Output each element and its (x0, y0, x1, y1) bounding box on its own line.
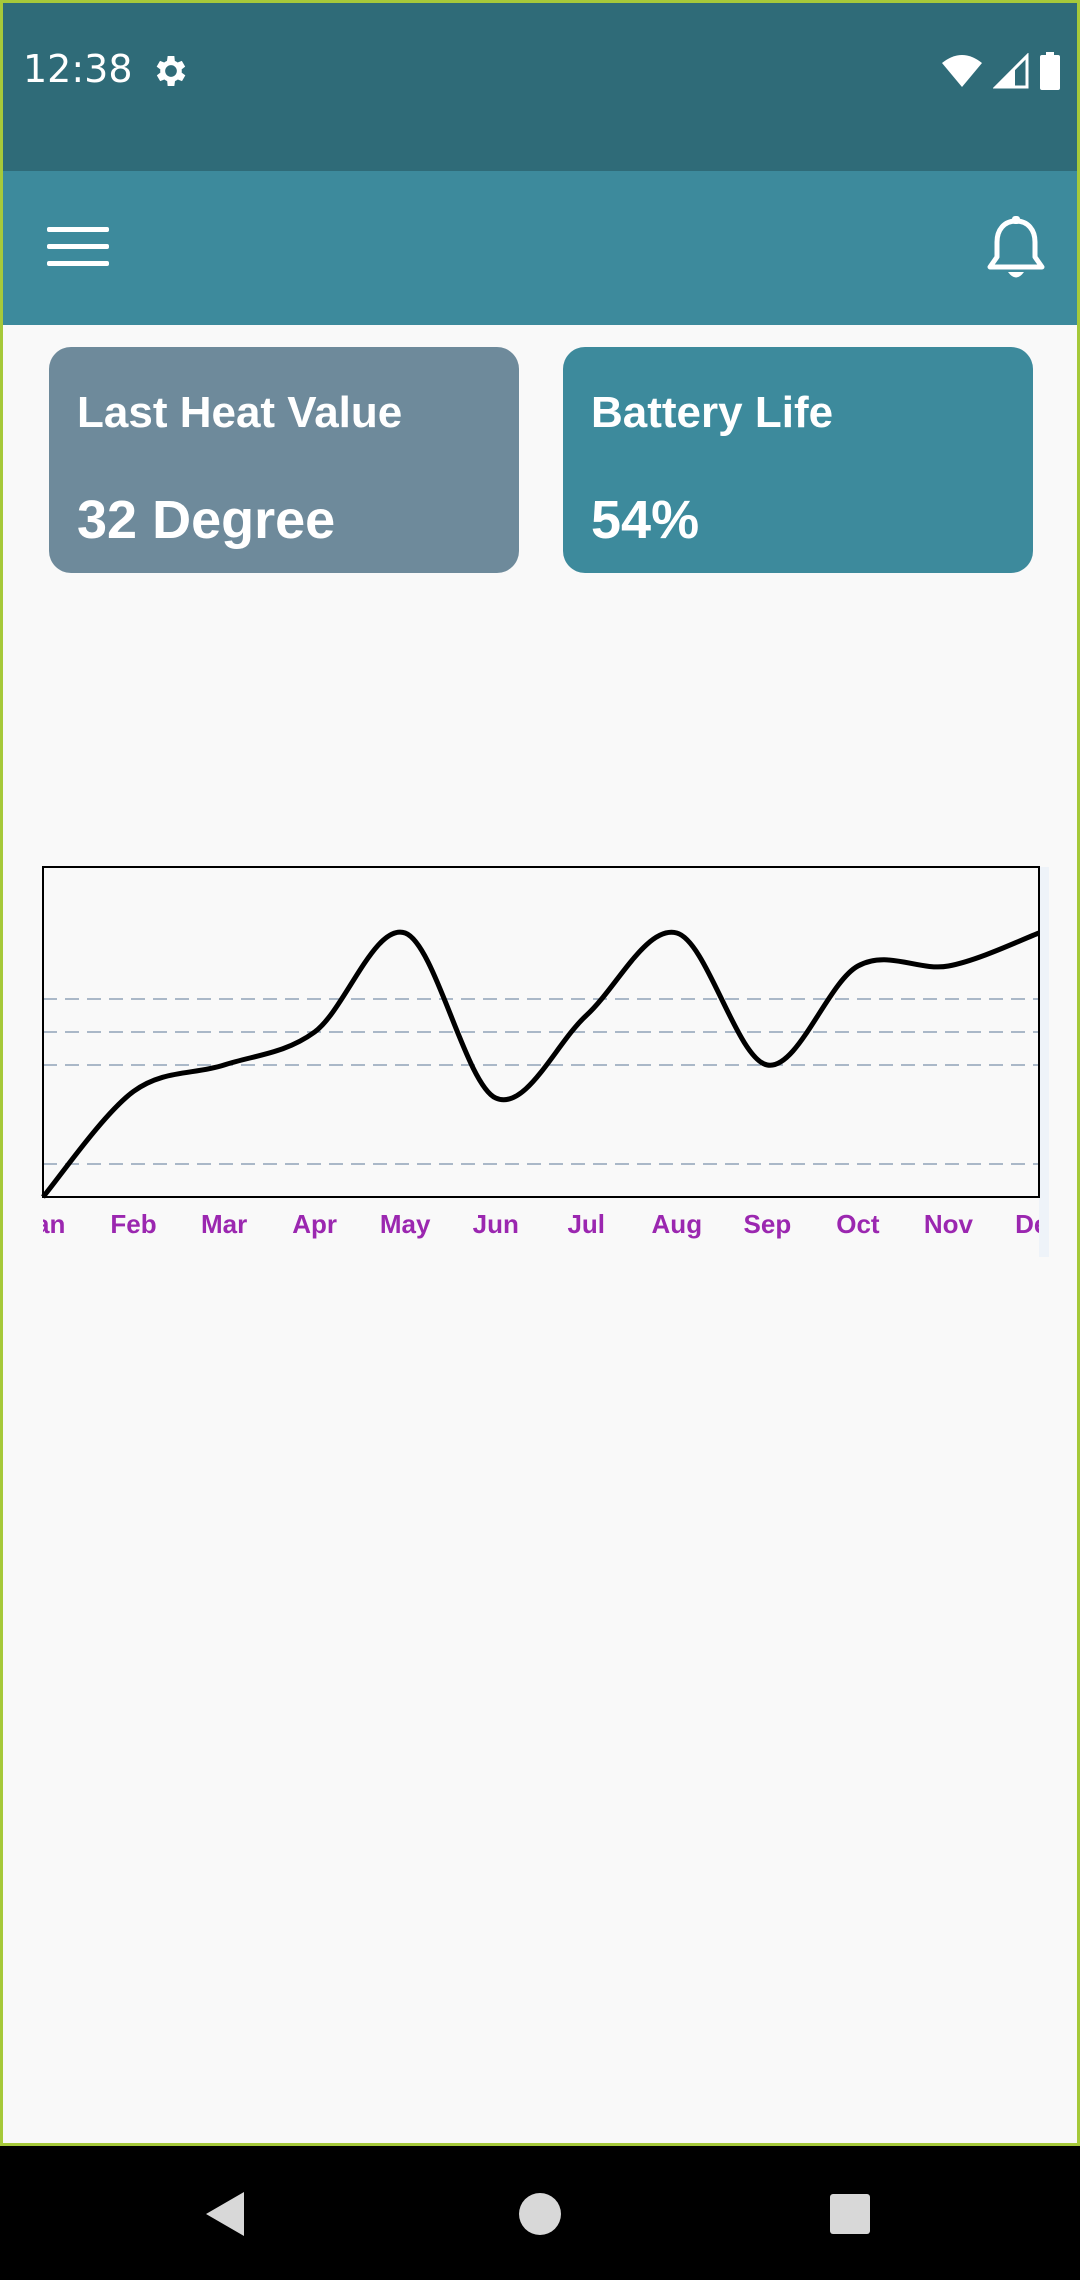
battery-card-title: Battery Life (591, 388, 834, 437)
chart-x-tick-label: Nov (924, 1209, 974, 1239)
chart-x-tick-label: May (380, 1209, 431, 1239)
status-time: 12:38 (23, 47, 133, 91)
chart-x-tick-label: Jan (21, 1209, 66, 1239)
signal-icon (993, 53, 1029, 89)
chart-x-tick-label: Jun (473, 1209, 519, 1239)
chart-x-tick-label: Feb (110, 1209, 156, 1239)
chart-x-tick-label: Jul (567, 1209, 605, 1239)
navigation-bar (0, 2146, 1080, 2280)
recents-square-icon[interactable] (820, 2184, 880, 2244)
chart-x-tick-label: Aug (652, 1209, 703, 1239)
chart-frame (42, 866, 1040, 1198)
home-circle-icon[interactable] (510, 2184, 570, 2244)
gear-icon (156, 56, 186, 86)
battery-icon (1040, 52, 1060, 90)
status-icons (941, 51, 1061, 91)
app-screen: 12:38 (0, 0, 1080, 2146)
chart-x-tick-label: Mar (201, 1209, 247, 1239)
status-bar: 12:38 (3, 3, 1077, 171)
chart-series-line (41, 929, 1040, 1199)
heat-card-title: Last Heat Value (77, 388, 403, 437)
back-triangle-icon[interactable] (196, 2184, 256, 2244)
last-heat-value-card[interactable]: Last Heat Value 32 Degree (49, 347, 519, 573)
heat-card-value: 32 Degree (77, 490, 336, 550)
chart-x-tick-label: Dec (1015, 1209, 1063, 1239)
battery-life-card[interactable]: Battery Life 54% (563, 347, 1033, 573)
bell-icon[interactable] (985, 215, 1047, 285)
battery-card-value: 54% (591, 490, 700, 550)
chart-x-tick-label: Apr (292, 1209, 337, 1239)
chart-edge-shade (1039, 867, 1049, 1257)
chart-x-tick-label: Oct (836, 1209, 880, 1239)
heat-line-chart: Jan Feb Mar Apr May Jun Jul Aug Sep Oct Nov Dec (21, 866, 1063, 1257)
wifi-icon (942, 55, 982, 87)
app-bar (3, 171, 1077, 325)
hamburger-menu-icon[interactable] (47, 225, 109, 269)
chart-x-tick-label: Sep (744, 1209, 792, 1239)
